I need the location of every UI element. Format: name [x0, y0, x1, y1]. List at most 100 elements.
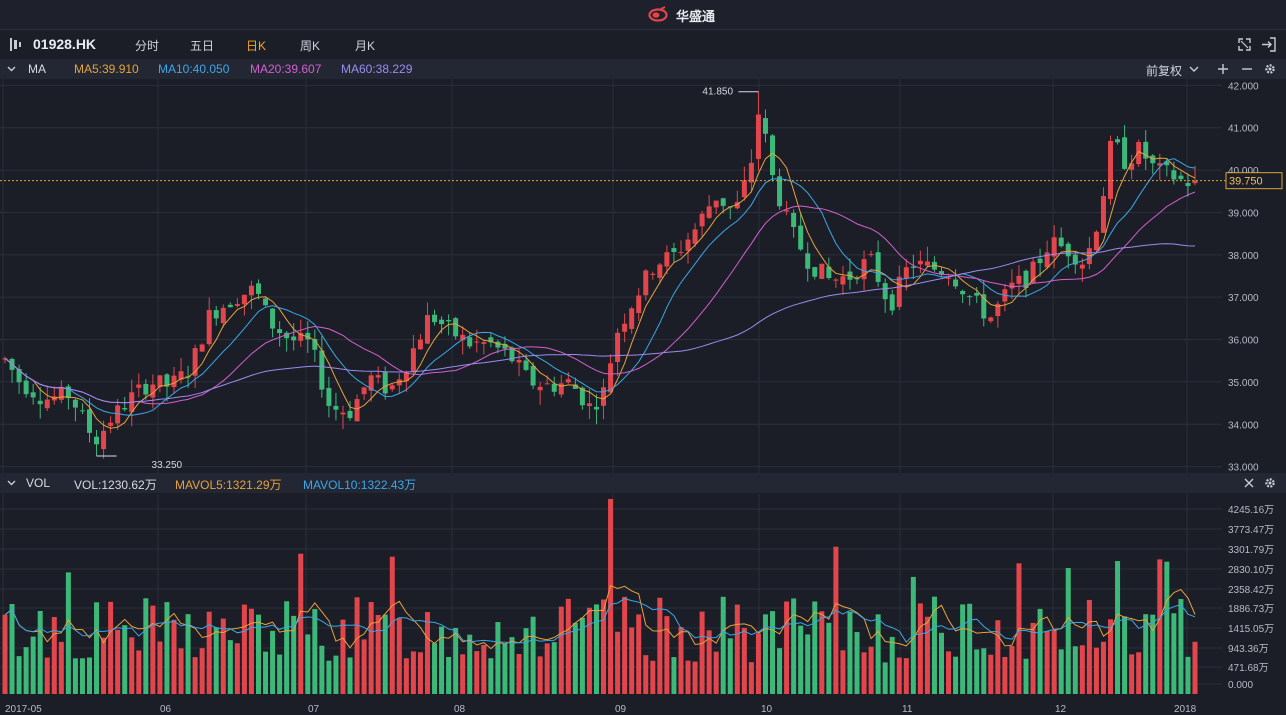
- candle-body: [699, 213, 705, 227]
- price-tick-label: 35.000: [1228, 378, 1259, 389]
- candle-body: [30, 392, 36, 398]
- candle-body: [368, 375, 374, 391]
- candle-body: [558, 383, 564, 395]
- candle-body: [347, 410, 353, 419]
- candle-body: [481, 342, 487, 344]
- candle-body: [1143, 141, 1149, 159]
- candle-body: [1129, 163, 1135, 170]
- volume-bar: [558, 606, 564, 694]
- candle-body: [234, 304, 240, 306]
- candle-body: [192, 348, 198, 376]
- vol-label: VOL:1230.62万: [74, 478, 157, 492]
- volume-bar: [516, 653, 522, 694]
- volume-bar: [537, 656, 543, 694]
- candle-body: [812, 267, 818, 277]
- title-bar: 华盛通: [0, 0, 1286, 30]
- volume-bar: [37, 610, 43, 694]
- candle-body: [615, 332, 621, 362]
- volume-bar: [509, 637, 515, 694]
- candle-body: [572, 384, 578, 389]
- ma20-label: MA20:39.607: [250, 62, 322, 76]
- candle-body: [171, 375, 177, 388]
- volume-bar: [241, 604, 247, 694]
- volume-bar: [65, 572, 71, 694]
- collapse-price-chevron-icon[interactable]: [7, 64, 16, 73]
- add-indicator-icon[interactable]: [1217, 63, 1229, 75]
- x-tick-label: 12: [1055, 704, 1067, 715]
- candle-body: [622, 323, 628, 332]
- candle-body: [784, 210, 790, 212]
- candle-body: [713, 200, 719, 208]
- fullscreen-icon[interactable]: [1238, 38, 1251, 51]
- candle-body: [136, 384, 142, 388]
- tab-monthly-k[interactable]: 月K: [355, 39, 376, 53]
- volume-bar: [410, 651, 416, 694]
- volume-bar: [1044, 630, 1050, 694]
- candle-body: [164, 374, 170, 387]
- volume-bar: [368, 602, 374, 694]
- volume-bar: [248, 608, 254, 694]
- price-settings-gear-icon[interactable]: [1264, 63, 1276, 75]
- candle-body: [798, 225, 804, 250]
- current-price-tag: [1225, 172, 1283, 190]
- volume-bar: [312, 609, 318, 694]
- tab-five-day[interactable]: 五日: [190, 39, 215, 53]
- volume-bar: [636, 614, 642, 694]
- candle-body: [755, 114, 761, 159]
- candle-body: [1023, 270, 1029, 288]
- app-logo-icon: [648, 6, 668, 22]
- candle-body: [44, 399, 50, 409]
- volume-bar: [171, 619, 177, 694]
- price-tick-label: 37.000: [1228, 293, 1259, 304]
- close-volume-icon[interactable]: [1243, 477, 1255, 489]
- volume-bar: [981, 648, 987, 694]
- collapse-volume-chevron-icon[interactable]: [7, 478, 16, 487]
- tab-weekly-k[interactable]: 周K: [300, 39, 321, 53]
- volume-bar: [129, 637, 135, 694]
- volume-bar: [1129, 654, 1135, 694]
- exit-icon[interactable]: [1261, 37, 1276, 52]
- volume-bar: [417, 652, 423, 694]
- candle-body: [424, 315, 430, 344]
- volume-bar: [615, 631, 621, 694]
- volume-bar: [495, 622, 501, 694]
- sidebar-toggle-icon[interactable]: [10, 38, 22, 51]
- volume-bar: [713, 651, 719, 694]
- remove-indicator-icon[interactable]: [1241, 63, 1253, 75]
- candle-body: [1037, 258, 1043, 264]
- candle-body: [1108, 140, 1114, 199]
- volume-bar: [601, 599, 607, 694]
- volume-bar: [2, 614, 8, 694]
- candle-body: [432, 314, 438, 323]
- tab-daily-k[interactable]: 日K: [246, 39, 267, 53]
- volume-bar: [1136, 652, 1142, 694]
- tab-intraday[interactable]: 分时: [135, 39, 160, 53]
- candle-body: [664, 252, 670, 267]
- volume-bar: [1192, 641, 1198, 694]
- candle-body: [1122, 137, 1128, 169]
- candle-body: [1009, 282, 1015, 289]
- candle-body: [263, 298, 269, 306]
- ma10-label: MA10:40.050: [158, 62, 230, 76]
- volume-panel-header: VOL VOL:1230.62万 MAVOL5:1321.29万 MAVOL10…: [0, 473, 1286, 493]
- candle-body: [37, 400, 43, 405]
- candle-body: [220, 307, 226, 324]
- volume-bar: [974, 649, 980, 694]
- candle-body: [706, 206, 712, 218]
- volume-bar: [340, 619, 346, 694]
- kline-chart[interactable]: 42.000 41.000 40.000 39.000 38.000 37.000 36.0…: [0, 79, 1286, 715]
- volume-bar: [424, 612, 430, 694]
- adjust-chevron-down-icon[interactable]: [1188, 63, 1200, 75]
- candle-body: [678, 251, 684, 253]
- volume-settings-gear-icon[interactable]: [1264, 477, 1276, 489]
- volume-bar: [643, 655, 649, 694]
- volume-bar: [58, 641, 64, 694]
- volume-bar: [924, 616, 930, 694]
- volume-bar: [650, 660, 656, 694]
- adjust-select[interactable]: 前复权: [1146, 64, 1183, 78]
- volume-bar: [1002, 656, 1008, 694]
- volume-bar: [861, 652, 867, 694]
- volume-bar: [270, 630, 276, 694]
- candle-body: [312, 338, 318, 350]
- app-title: 华盛通: [676, 9, 716, 24]
